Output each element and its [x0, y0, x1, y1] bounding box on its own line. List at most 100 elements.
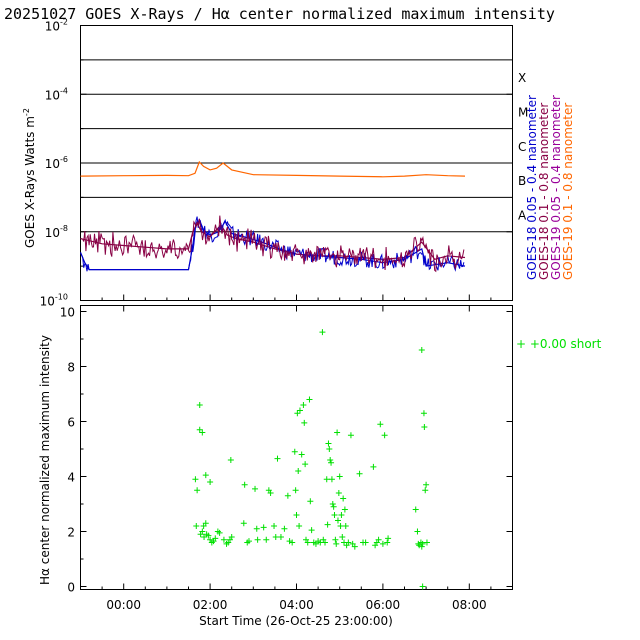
flare-class-label: C: [518, 140, 526, 154]
halpha-point: [375, 536, 382, 543]
halpha-point: [412, 506, 419, 513]
halpha-point: [300, 402, 307, 408]
halpha-point: [228, 534, 235, 540]
halpha-point: [335, 490, 342, 496]
halpha-point: [196, 402, 203, 408]
halpha-point: [252, 485, 259, 492]
halpha-point: [216, 529, 223, 536]
halpha-point: [272, 534, 279, 540]
x-tick-label: 02:00: [193, 598, 228, 612]
halpha-points: [192, 329, 430, 590]
y-tick-label: 6: [67, 416, 75, 430]
halpha-point: [301, 419, 308, 426]
halpha-point: [240, 520, 247, 527]
halpha-point: [334, 429, 341, 436]
x-tick-label: 04:00: [279, 598, 314, 612]
halpha-point: [342, 523, 349, 529]
flare-class-label: M: [518, 105, 528, 119]
halpha-point: [319, 329, 326, 336]
halpha-point: [422, 487, 429, 494]
halpha-point: [356, 470, 363, 477]
x-tick-label: 00:00: [106, 598, 141, 612]
halpha-point: [193, 523, 200, 529]
halpha-point: [322, 539, 329, 546]
halpha-point: [306, 396, 313, 403]
halpha-point: [253, 525, 260, 532]
halpha-point: [293, 512, 300, 518]
halpha-point: [328, 459, 335, 466]
halpha-point: [286, 538, 293, 545]
halpha-point: [418, 347, 425, 353]
x-axis-label: Start Time (26-Oct-25 23:00:00): [199, 614, 393, 628]
goes-y-axis-label: GOES X-Rays Watts m-2: [22, 108, 37, 248]
halpha-point: [384, 539, 391, 546]
halpha-point: [292, 487, 299, 494]
y-tick-label: 10-10: [40, 293, 68, 309]
halpha-point: [326, 446, 333, 452]
halpha-point: [274, 455, 281, 462]
halpha-point: [289, 539, 296, 546]
halpha-y-axis-label: Hα center normalized maximum intensity: [38, 335, 52, 585]
goes-y-axis: 10-10 10-8 10-6 10-4 10-2: [40, 18, 513, 309]
halpha-point: [207, 479, 214, 485]
halpha-point: [267, 490, 274, 496]
halpha-point: [332, 536, 339, 543]
halpha-point: [419, 583, 426, 590]
halpha-point: [331, 512, 338, 518]
halpha-point: [192, 476, 199, 483]
legend-entry: GOES-19 0.1 - 0.8 nanometer: [561, 103, 575, 280]
y-tick-label: 2: [67, 526, 75, 540]
halpha-point: [202, 472, 209, 479]
halpha-point: [325, 440, 332, 447]
halpha-point: [199, 429, 206, 436]
halpha-point: [196, 426, 203, 433]
halpha-point: [330, 503, 337, 510]
legend-entry: GOES-19 0.05 - 0.4 nanometer: [549, 95, 563, 280]
flare-class-label: B: [518, 174, 526, 188]
goes-series: [79, 160, 466, 273]
goes-gridlines: [80, 59, 513, 233]
halpha-point: [351, 543, 358, 550]
halpha-plot-frame: [80, 305, 513, 590]
halpha-point: [308, 527, 315, 534]
halpha-point: [260, 524, 267, 531]
halpha-point: [385, 535, 392, 542]
halpha-point: [421, 424, 428, 430]
halpha-point: [381, 432, 388, 439]
halpha-point: [362, 539, 369, 546]
halpha-y-axis: 0 2 4 6 8 10: [60, 306, 513, 595]
halpha-point: [254, 536, 261, 543]
y-tick-label: 8: [67, 361, 75, 375]
halpha-point: [291, 448, 298, 455]
flare-class-label: A: [518, 209, 527, 223]
halpha-point: [212, 535, 219, 542]
halpha-point: [345, 539, 352, 546]
y-tick-label: 4: [67, 471, 75, 485]
halpha-point: [298, 451, 305, 458]
halpha-point: [296, 407, 303, 414]
flare-class-label: X: [518, 71, 526, 85]
halpha-point: [241, 481, 248, 488]
halpha-point: [347, 432, 354, 439]
halpha-point: [227, 457, 234, 463]
y-tick-label: 10-6: [45, 155, 68, 171]
halpha-point: [379, 540, 386, 547]
x-tick-label: 06:00: [366, 598, 401, 612]
series-noise-line: [80, 216, 465, 272]
halpha-point: [420, 410, 427, 417]
chart-title: 20251027 GOES X-Rays / Hα center normali…: [4, 5, 555, 23]
legend-entry: GOES-18 0.1 - 0.8 nanometer: [537, 103, 551, 280]
halpha-point: [324, 521, 331, 528]
series-line: [80, 160, 466, 178]
halpha-point: [334, 517, 341, 524]
halpha-point: [423, 539, 430, 546]
halpha-point: [263, 536, 270, 543]
halpha-point: [271, 523, 278, 529]
halpha-point: [220, 536, 227, 543]
halpha-point: [423, 481, 430, 488]
halpha-point: [370, 463, 377, 470]
y-tick-label: 10-2: [45, 18, 68, 34]
halpha-point: [294, 410, 301, 417]
